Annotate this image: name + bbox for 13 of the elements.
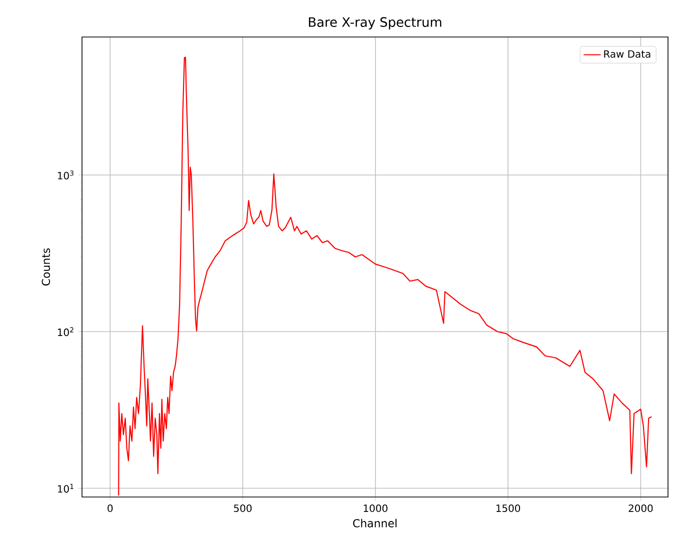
- x-tick-label: 500: [234, 504, 252, 512]
- x-tick-label: 1000: [364, 504, 388, 512]
- legend-label: Raw Data: [604, 50, 650, 58]
- x-tick-label: 1500: [496, 504, 520, 512]
- chart-title: Bare X-ray Spectrum: [308, 17, 442, 30]
- y-tick-label: 10$^{1}$: [58, 484, 74, 493]
- x-tick-label: 2000: [628, 504, 653, 512]
- y-axis-title: Counts: [42, 248, 50, 286]
- x-tick-label: 0: [108, 504, 113, 512]
- y-tick-label: 10$^{2}$: [58, 327, 74, 336]
- y-tick-label: 10$^{3}$: [58, 170, 74, 180]
- line-series: [118, 56, 652, 496]
- x-axis-title: Channel: [353, 518, 396, 528]
